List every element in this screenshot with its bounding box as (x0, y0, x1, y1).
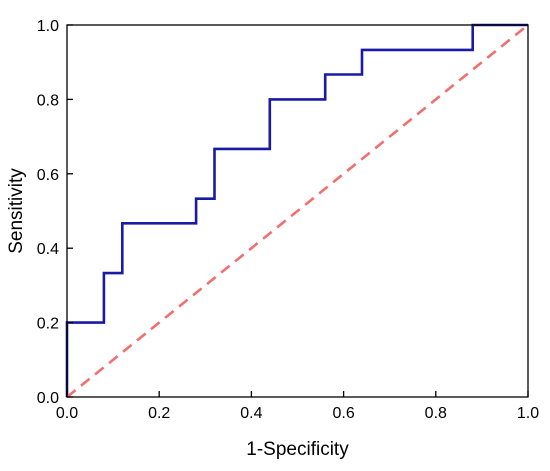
y-tick-label: 0.8 (37, 92, 59, 109)
x-axis-title: 1-Specificity (246, 439, 349, 460)
x-tick-label: 0.8 (425, 405, 447, 422)
y-tick-label: 1.0 (37, 18, 59, 35)
y-tick-label: 0.2 (37, 316, 59, 333)
y-tick-label: 0.6 (37, 167, 59, 184)
x-tick-label: 1.0 (517, 405, 539, 422)
series-layer (65, 23, 529, 399)
x-tick-label: 0.0 (56, 405, 78, 422)
y-tick-label: 0.0 (37, 390, 59, 407)
roc-curve (65, 23, 528, 397)
x-tick-label: 0.6 (332, 405, 354, 422)
reference-diagonal-line (66, 23, 529, 399)
x-tick-label: 0.2 (148, 405, 170, 422)
y-axis-title: Sensitivity (6, 168, 27, 254)
ticks-layer: 0.0 0.2 0.4 0.6 0.8 1.0 0.0 0.2 0.4 0.6 0.8 1.0 (37, 18, 539, 422)
plot-frame (66, 24, 529, 398)
x-tick-label: 0.4 (240, 405, 262, 422)
y-tick-label: 0.4 (37, 241, 59, 258)
